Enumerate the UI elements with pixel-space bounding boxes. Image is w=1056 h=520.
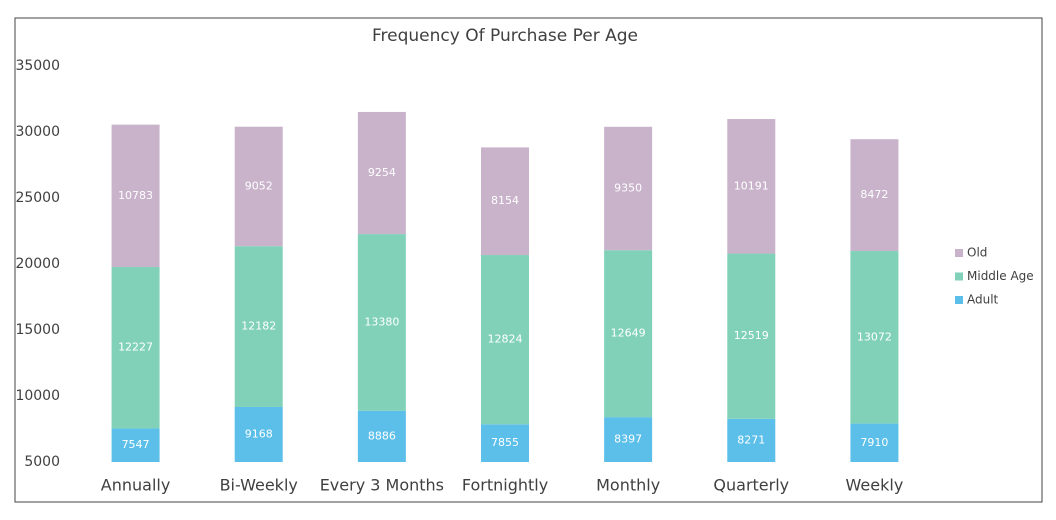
bar-segment [727, 418, 776, 462]
data-label: 7547 [122, 438, 150, 451]
bar-segment [481, 255, 529, 425]
data-label: 13072 [857, 330, 892, 343]
bar-segment [111, 266, 160, 429]
bar-segment [234, 126, 283, 247]
bar-segment [604, 250, 653, 418]
x-tick-label: Fortnightly [462, 476, 548, 495]
legend-label: Adult [967, 293, 999, 307]
bar-segment [604, 126, 653, 251]
bar-segment [481, 424, 529, 462]
data-label: 10783 [118, 189, 153, 202]
bar-segment [481, 147, 529, 256]
legend-label: Middle Age [967, 269, 1034, 283]
legend-swatch [955, 272, 963, 281]
bar-segment [727, 253, 776, 419]
legend-swatch [955, 249, 963, 257]
data-label: 12519 [734, 329, 769, 342]
y-tick-label: 20000 [15, 256, 60, 272]
bar-segment [357, 410, 406, 462]
bar-segment [357, 111, 406, 235]
data-label: 8397 [614, 433, 642, 446]
data-label: 9350 [614, 181, 642, 194]
legend-label: Old [967, 246, 987, 260]
bar-segment [850, 139, 899, 252]
x-tick-label: Quarterly [713, 476, 789, 495]
y-tick-label: 30000 [15, 124, 60, 140]
bar-segment [111, 124, 160, 267]
data-label: 10191 [734, 179, 769, 192]
x-tick-label: Bi-Weekly [220, 476, 298, 495]
x-tick-label: Monthly [596, 476, 660, 495]
x-tick-label: Annually [101, 476, 171, 495]
x-tick-label: Weekly [846, 476, 904, 495]
data-label: 12227 [118, 341, 153, 354]
legend-swatch [955, 296, 963, 304]
bar-segment [604, 417, 653, 462]
y-tick-label: 15000 [15, 322, 60, 338]
bar-segment [850, 423, 899, 462]
bar-segment [850, 251, 899, 424]
data-label: 9052 [245, 179, 273, 192]
bar-segment [111, 428, 160, 462]
bar-segment [727, 119, 776, 254]
data-label: 12649 [611, 327, 646, 340]
x-tick-label: Every 3 Months [320, 476, 444, 495]
bar-segment [234, 406, 283, 462]
y-tick-label: 25000 [15, 190, 60, 206]
y-tick-label: 35000 [15, 58, 60, 74]
data-label: 8472 [860, 188, 888, 201]
data-label: 13380 [364, 315, 399, 328]
data-label: 7910 [860, 436, 888, 449]
data-label: 8886 [368, 429, 396, 442]
data-label: 9168 [245, 427, 273, 440]
data-label: 9254 [368, 166, 396, 179]
data-label: 12824 [488, 333, 523, 346]
y-tick-label: 10000 [15, 388, 60, 404]
y-tick-label: 5000 [24, 454, 60, 470]
data-label: 12182 [241, 320, 276, 333]
data-label: 7855 [491, 436, 519, 449]
data-label: 8154 [491, 194, 519, 207]
data-label: 8271 [737, 433, 765, 446]
chart-title: Frequency Of Purchase Per Age [372, 26, 638, 46]
bar-segment [234, 246, 283, 407]
bar-segment [357, 234, 406, 411]
